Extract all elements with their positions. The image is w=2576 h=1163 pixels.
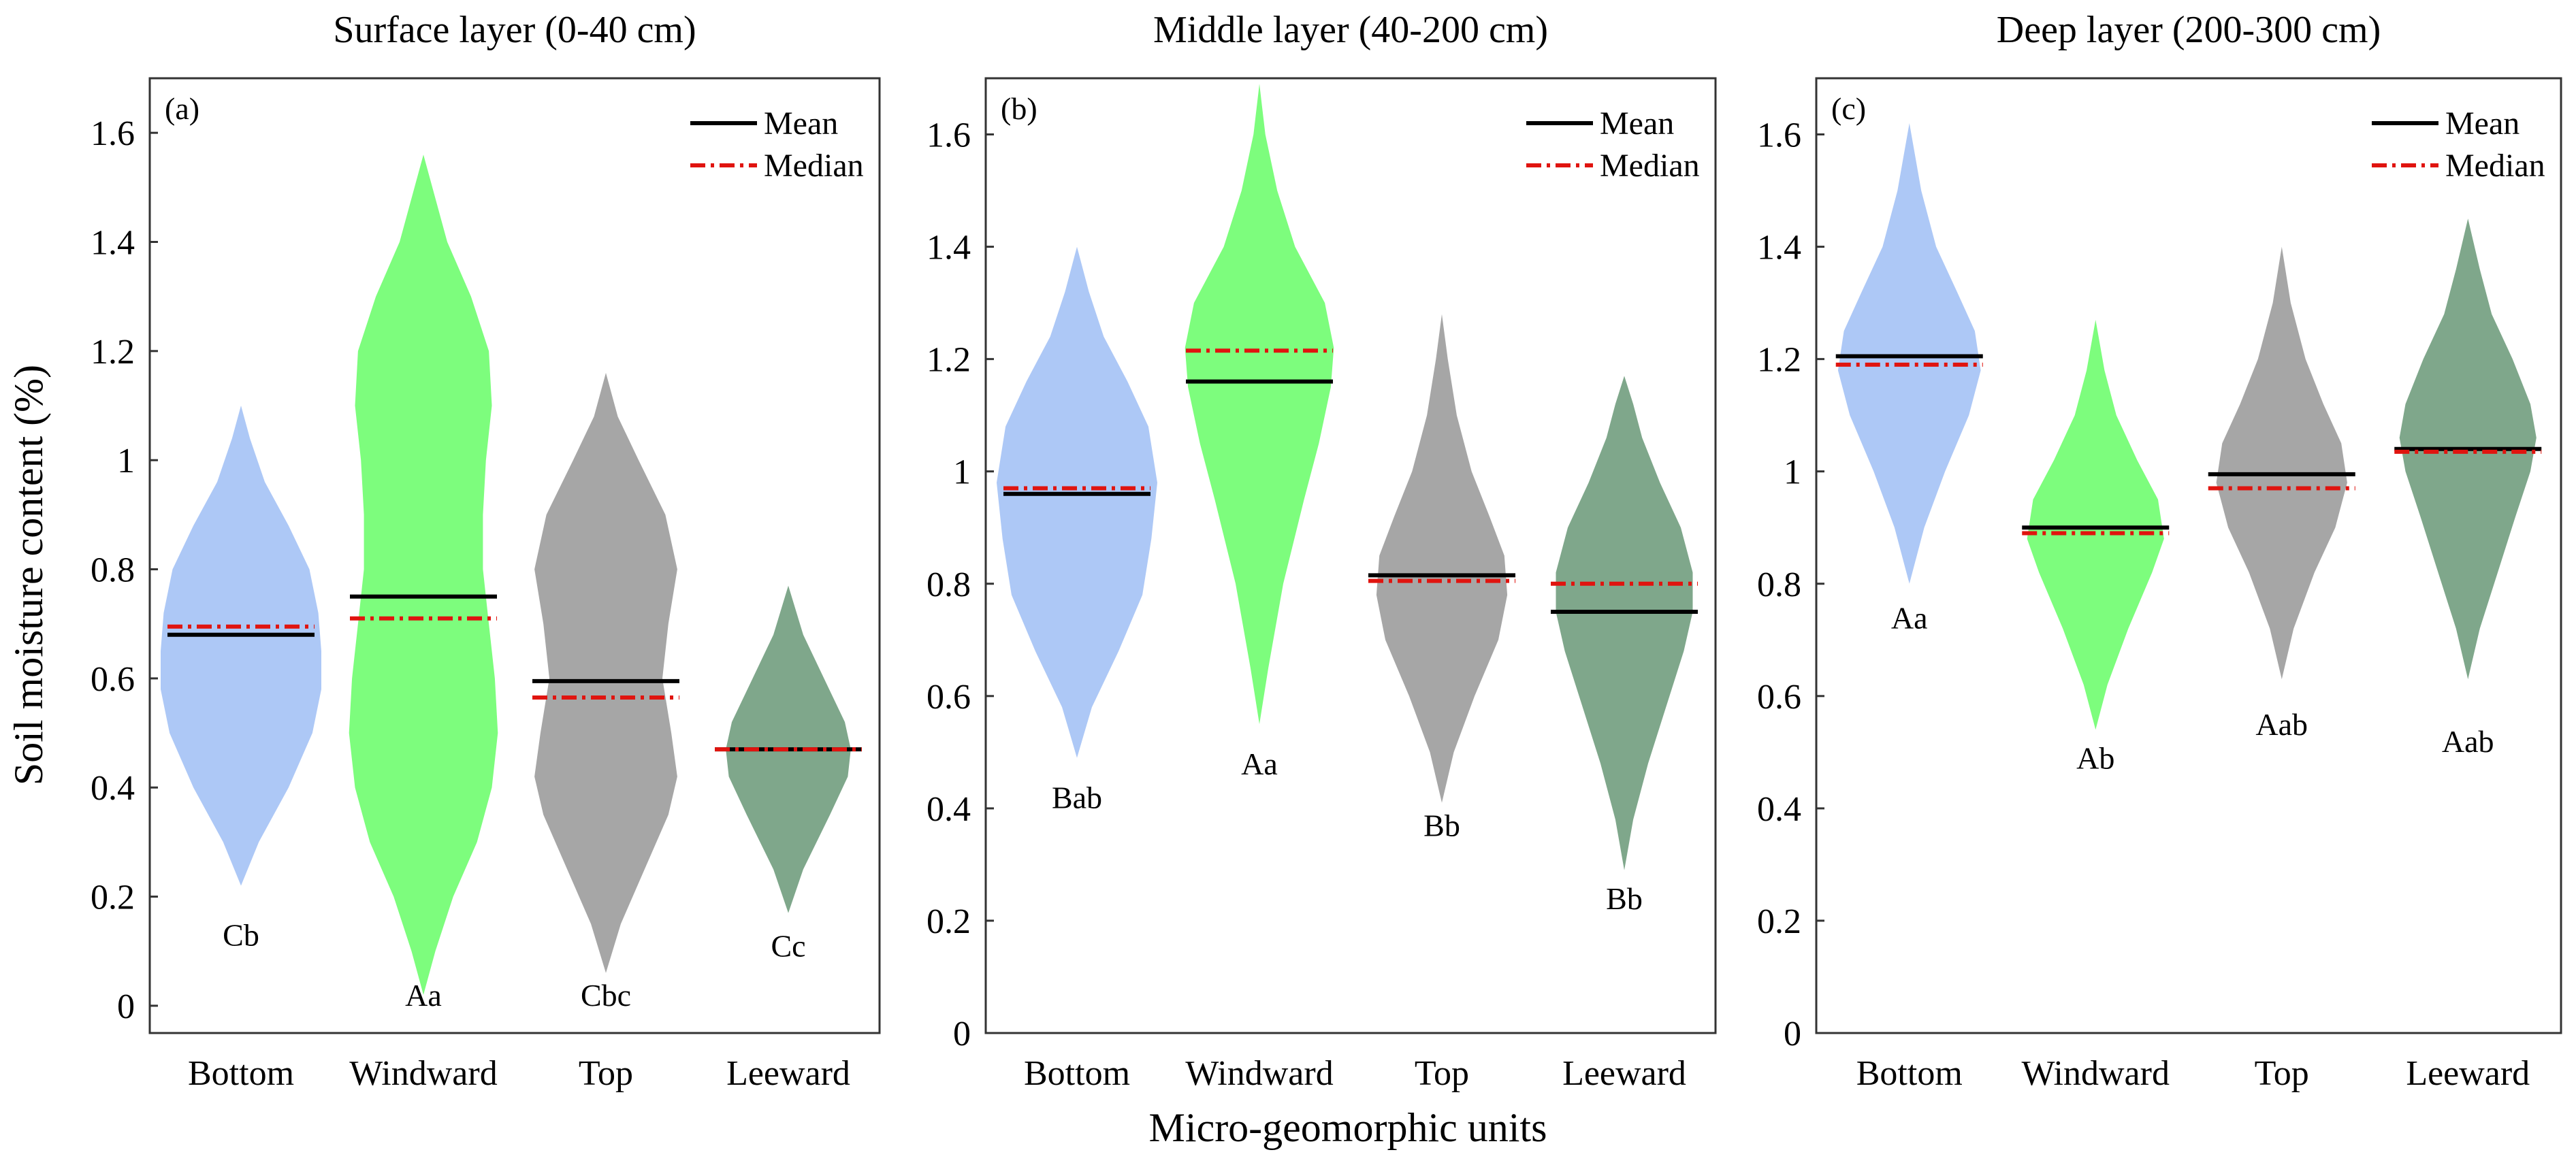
y-tick-label: 1.6 xyxy=(91,114,135,153)
panel-a: Surface layer (0-40 cm) Cb Aa Cbc Cc 0 0.2 0.4 0… xyxy=(91,9,881,1093)
y-tick-label: 0.8 xyxy=(927,566,971,604)
significance-letters-top: Cbc xyxy=(581,978,631,1013)
y-tick-label: 1 xyxy=(1784,453,1801,492)
y-tick-label: 0.2 xyxy=(927,902,971,941)
y-tick-label: 0 xyxy=(953,1015,971,1053)
panel-tag: (c) xyxy=(1831,91,1866,126)
x-tick-label-bottom: Bottom xyxy=(1024,1054,1130,1093)
x-tick-label-leeward: Leeward xyxy=(1562,1054,1686,1093)
panels-group: Surface layer (0-40 cm) Cb Aa Cbc Cc 0 0.2 0.4 0… xyxy=(91,9,2562,1093)
y-tick-label: 1.2 xyxy=(91,333,135,372)
significance-letters-bottom: Cb xyxy=(223,918,259,953)
axes-frame xyxy=(984,77,1717,1034)
legend-median-label: Median xyxy=(2445,148,2545,184)
y-tick-label: 0.2 xyxy=(1757,902,1801,941)
y-tick-label: 0.6 xyxy=(927,678,971,717)
y-tick-label: 0.4 xyxy=(91,769,135,808)
violin-top xyxy=(534,372,677,973)
significance-letters-leeward: Aab xyxy=(2442,724,2494,759)
y-tick-label: 0.2 xyxy=(91,879,135,917)
panel-tag: (a) xyxy=(165,91,199,126)
axes-frame xyxy=(148,77,881,1034)
y-tick-label: 1.4 xyxy=(1757,229,1801,267)
y-tick-label: 0.6 xyxy=(91,660,135,699)
y-tick-label: 0.6 xyxy=(1757,678,1801,717)
x-tick-label-windward: Windward xyxy=(2022,1054,2170,1093)
x-tick-label-leeward: Leeward xyxy=(2406,1054,2530,1093)
y-tick-label: 0.4 xyxy=(927,790,971,829)
violin-leeward xyxy=(1556,376,1693,870)
x-tick-label-top: Top xyxy=(1415,1054,1469,1093)
panel-title: Surface layer (0-40 cm) xyxy=(333,9,696,51)
panel-c: Deep layer (200-300 cm) Aa Ab Aab Aab 0 0.2 0.4… xyxy=(1757,9,2562,1093)
x-tick-label-bottom: Bottom xyxy=(1856,1054,1963,1093)
legend-mean-label: Mean xyxy=(764,105,838,142)
panel-title: Deep layer (200-300 cm) xyxy=(1997,9,2381,51)
x-tick-label-leeward: Leeward xyxy=(726,1054,850,1093)
y-tick-label: 1 xyxy=(117,442,135,480)
violin-bottom xyxy=(161,406,321,886)
y-tick-label: 1.6 xyxy=(1757,116,1801,155)
x-tick-label-windward: Windward xyxy=(349,1054,497,1093)
violin-top xyxy=(2216,246,2347,680)
panel-b: Middle layer (40-200 cm) Bab Aa Bb Bb 0 0.2 0.4… xyxy=(927,9,1717,1093)
legend-median-label: Median xyxy=(1600,148,1700,184)
y-tick-label: 1.6 xyxy=(927,116,971,155)
violin-windward xyxy=(349,154,498,995)
x-axis-label: Micro-geomorphic units xyxy=(1149,1105,1547,1150)
significance-letters-windward: Aa xyxy=(1241,747,1278,781)
violin-bottom xyxy=(1837,123,1981,584)
significance-letters-bottom: Aa xyxy=(1891,600,1928,635)
violin-windward xyxy=(2027,319,2164,730)
axes-frame xyxy=(1815,77,2562,1034)
violin-windward xyxy=(1185,84,1334,725)
y-tick-label: 0 xyxy=(1784,1015,1801,1053)
legend-mean-label: Mean xyxy=(1600,105,1674,142)
legend-median-label: Median xyxy=(764,148,864,184)
significance-letters-top: Aab xyxy=(2255,707,2308,742)
significance-letters-leeward: Cc xyxy=(771,929,805,964)
y-tick-label: 0.8 xyxy=(1757,566,1801,604)
y-tick-label: 0.4 xyxy=(1757,790,1801,829)
significance-letters-windward: Ab xyxy=(2076,741,2114,776)
y-tick-label: 1.4 xyxy=(91,224,135,263)
y-axis-label: Soil moisture content (%) xyxy=(6,365,51,785)
significance-letters-top: Bb xyxy=(1423,808,1460,843)
significance-letters-bottom: Bab xyxy=(1052,780,1102,815)
y-tick-label: 0.8 xyxy=(91,551,135,590)
x-tick-label-top: Top xyxy=(2255,1054,2309,1093)
panel-title: Middle layer (40-200 cm) xyxy=(1153,9,1548,51)
y-tick-label: 1.4 xyxy=(927,229,971,267)
legend-mean-label: Mean xyxy=(2445,105,2519,142)
y-tick-label: 1.2 xyxy=(1757,341,1801,380)
panel-tag: (b) xyxy=(1001,91,1037,126)
y-tick-label: 0 xyxy=(117,987,135,1026)
significance-letters-leeward: Bb xyxy=(1606,881,1643,916)
violin-bottom xyxy=(997,246,1157,758)
significance-letters-windward: Aa xyxy=(405,978,442,1013)
y-tick-label: 1.2 xyxy=(927,341,971,380)
x-tick-label-windward: Windward xyxy=(1185,1054,1333,1093)
x-tick-label-bottom: Bottom xyxy=(188,1054,294,1093)
y-tick-label: 1 xyxy=(953,453,971,492)
violin-top xyxy=(1376,314,1508,803)
x-tick-label-top: Top xyxy=(579,1054,633,1093)
